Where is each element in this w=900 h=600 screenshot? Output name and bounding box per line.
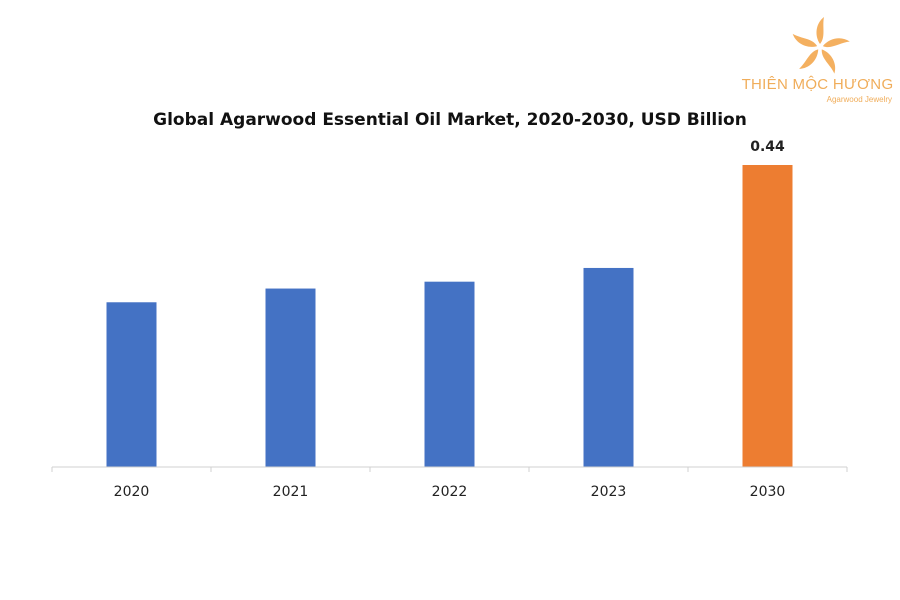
data-label: 0.44: [750, 139, 785, 155]
x-tick-label: 2030: [750, 484, 786, 500]
logo-tagline: Agarwood Jewelry: [826, 95, 892, 104]
logo-brand-name: THIÊN MỘC HƯƠNG: [741, 76, 894, 93]
x-tick-label: 2021: [273, 484, 309, 500]
bar-2030: [742, 165, 793, 467]
x-tick-label: 2022: [432, 484, 468, 500]
brand-logo: THIÊN MỘC HƯƠNG Agarwood Jewelry: [740, 12, 900, 107]
flower-logo-icon: [792, 17, 850, 74]
x-tick-label: 2020: [114, 484, 150, 500]
x-tick-label: 2023: [591, 484, 627, 500]
bar-2023: [583, 267, 634, 467]
bar-2020: [106, 302, 157, 467]
bar-2022: [424, 281, 475, 467]
chart-title: Global Agarwood Essential Oil Market, 20…: [153, 110, 747, 130]
bar-2021: [265, 288, 316, 467]
